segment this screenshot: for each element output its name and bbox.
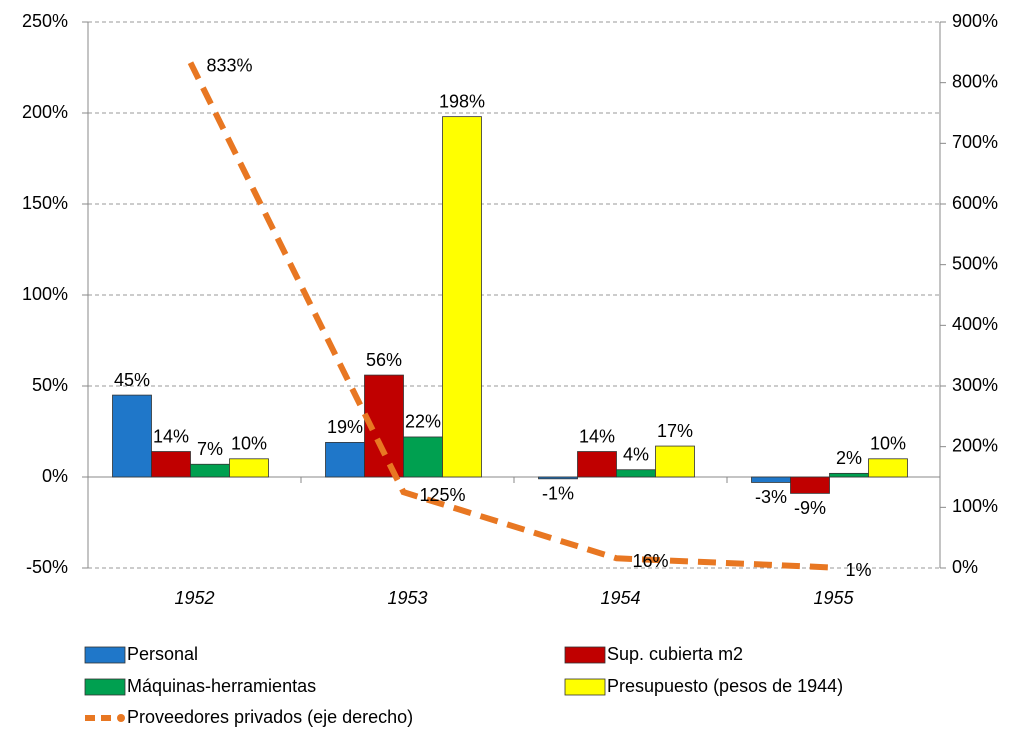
y-tick-label: 100% — [22, 284, 68, 304]
y2-tick-label: 700% — [952, 132, 998, 152]
bar — [751, 476, 791, 483]
data-label: 14% — [153, 426, 189, 446]
data-label: 4% — [623, 444, 649, 464]
data-label: 19% — [327, 417, 363, 437]
data-label: 10% — [870, 434, 906, 454]
bar — [229, 458, 269, 478]
x-tick-label: 1952 — [174, 588, 214, 608]
data-label: 198% — [439, 91, 485, 111]
y2-tick-label: 0% — [952, 557, 978, 577]
y2-tick-label: 800% — [952, 71, 998, 91]
legend-label: Presupuesto (pesos de 1944) — [607, 676, 843, 696]
y-tick-label: 200% — [22, 102, 68, 122]
bar — [112, 394, 152, 478]
y2-tick-label: 300% — [952, 375, 998, 395]
y-tick-label: 150% — [22, 193, 68, 213]
x-tick-label: 1955 — [813, 588, 854, 608]
legend-label: Sup. cubierta m2 — [607, 644, 743, 664]
y2-tick-label: 200% — [952, 435, 998, 455]
x-tick-label: 1954 — [600, 588, 640, 608]
bar — [151, 451, 191, 478]
y2-tick-label: 900% — [952, 11, 998, 31]
y2-tick-label: 400% — [952, 314, 998, 334]
data-label: 2% — [836, 448, 862, 468]
y-tick-label: 50% — [32, 375, 68, 395]
y2-tick-label: 500% — [952, 253, 998, 273]
bar — [829, 472, 869, 478]
data-label: 22% — [405, 412, 441, 432]
data-label: 10% — [231, 434, 267, 454]
y2-tick-label: 100% — [952, 496, 998, 516]
bar — [325, 442, 365, 478]
data-label: 56% — [366, 350, 402, 370]
legend-swatch — [84, 646, 126, 664]
data-label: -1% — [542, 484, 574, 504]
bar — [790, 476, 830, 494]
y2-tick-label: 600% — [952, 193, 998, 213]
bar — [442, 116, 482, 478]
data-label: 125% — [420, 485, 466, 505]
data-label: -9% — [794, 498, 826, 518]
y-tick-label: 0% — [42, 466, 68, 486]
legend-label: Máquinas-herramientas — [127, 676, 316, 696]
legend-swatch — [84, 678, 126, 696]
data-label: -3% — [755, 487, 787, 507]
x-tick-label: 1953 — [387, 588, 427, 608]
legend-swatch — [564, 646, 606, 664]
bar — [655, 445, 695, 478]
data-label: 16% — [633, 551, 669, 571]
y-tick-label: 250% — [22, 11, 68, 31]
bar — [868, 458, 908, 478]
data-label: 833% — [207, 55, 253, 75]
bar — [538, 476, 578, 480]
legend-swatch — [117, 714, 125, 722]
data-label: 45% — [114, 370, 150, 390]
data-label: 1% — [846, 560, 872, 580]
legend-swatch — [564, 678, 606, 696]
bar — [190, 463, 230, 478]
y-tick-label: -50% — [26, 557, 68, 577]
legend-label: Proveedores privados (eje derecho) — [127, 707, 413, 727]
data-label: 14% — [579, 426, 615, 446]
data-label: 17% — [657, 421, 693, 441]
bar — [616, 469, 656, 478]
data-label: 7% — [197, 439, 223, 459]
legend-label: Personal — [127, 644, 198, 664]
bar — [403, 436, 443, 478]
line-series — [187, 61, 830, 571]
bar — [577, 451, 617, 478]
